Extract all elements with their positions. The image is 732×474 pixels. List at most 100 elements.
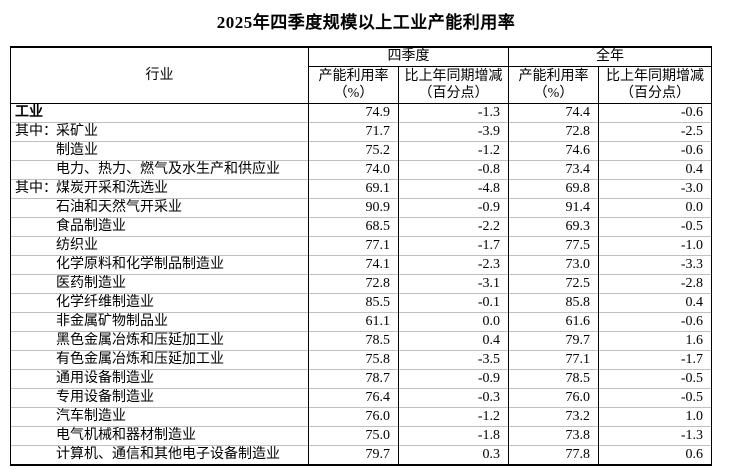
q4-change-cell: -2.2 [398,217,509,237]
year-rate-cell: 69.8 [508,179,599,199]
q4-change-cell: -0.1 [398,293,509,313]
year-rate-cell: 91.4 [508,198,599,218]
q4-change-cell: 0.4 [398,331,509,351]
year-rate-cell: 76.0 [508,388,599,408]
industry-cell: 其中：煤炭开采和洗选业 [10,179,309,199]
q4-change-cell: -0.8 [398,160,509,180]
year-rate-cell: 72.8 [508,122,599,142]
year-rate-cell: 74.6 [508,141,599,161]
industry-cell: 电气机械和器材制造业 [10,426,309,446]
year-rate-cell: 73.4 [508,160,599,180]
header-year-rate-line1: 产能利用率 [518,69,589,84]
year-change-cell: -0.6 [598,141,712,161]
q4-change-cell: -0.3 [398,388,509,408]
year-rate-cell: 72.5 [508,274,599,294]
industry-cell: 纺织业 [10,236,309,256]
year-rate-cell: 69.3 [508,217,599,237]
table-row: 制造业 75.2 -1.2 74.6 -0.6 [10,141,712,161]
industry-name: 食品制造业 [56,219,126,234]
table-row: 化学纤维制造业 85.5 -0.1 85.8 0.4 [10,293,712,313]
year-change-cell: 1.6 [598,331,712,351]
industry-cell: 其中：采矿业 [10,122,309,142]
industry-cell: 工业 [10,103,309,123]
q4-change-cell: -3.1 [398,274,509,294]
year-rate-cell: 85.8 [508,293,599,313]
header-year-change-line1: 比上年同期增减 [606,69,704,84]
table-row: 黑色金属冶炼和压延加工业 78.5 0.4 79.7 1.6 [10,331,712,351]
q4-change-cell: -0.9 [398,198,509,218]
page-title: 2025年四季度规模以上工业产能利用率 [216,13,516,32]
industry-cell: 计算机、通信和其他电子设备制造业 [10,445,309,465]
q4-rate-cell: 78.7 [308,369,399,389]
q4-change-cell: -2.3 [398,255,509,275]
q4-rate-cell: 85.5 [308,293,399,313]
year-rate-cell: 77.1 [508,350,599,370]
table-row: 石油和天然气开采业 90.9 -0.9 91.4 0.0 [10,198,712,218]
industry-name: 通用设备制造业 [56,371,154,386]
year-rate-cell: 73.8 [508,426,599,446]
q4-change-cell: -4.8 [398,179,509,199]
table-row: 纺织业 77.1 -1.7 77.5 -1.0 [10,236,712,256]
year-rate-cell: 77.5 [508,236,599,256]
q4-rate-cell: 75.8 [308,350,399,370]
year-rate-cell: 74.4 [508,103,599,123]
industry-name: 煤炭开采和洗选业 [56,181,168,196]
industry-name: 电力、热力、燃气及水生产和供应业 [56,162,280,177]
year-change-cell: 0.4 [598,160,712,180]
industry-cell: 石油和天然气开采业 [10,198,309,218]
industry-cell: 医药制造业 [10,274,309,294]
industry-cell: 黑色金属冶炼和压延加工业 [10,331,309,351]
header-q4-rate-line2: （%） [333,86,374,101]
q4-change-cell: -3.9 [398,122,509,142]
header-q4-rate-line1: 产能利用率 [318,69,389,84]
q4-rate-cell: 74.1 [308,255,399,275]
year-change-cell: -0.5 [598,217,712,237]
year-rate-cell: 61.6 [508,312,599,332]
header-year-rate: 产能利用率 （%） [508,66,599,104]
year-change-cell: 0.4 [598,293,712,313]
q4-change-cell: 0.3 [398,445,509,465]
q4-change-cell: 0.0 [398,312,509,332]
table-row: 计算机、通信和其他电子设备制造业 79.7 0.3 77.8 0.6 [10,445,712,465]
year-change-cell: -1.0 [598,236,712,256]
year-rate-cell: 79.7 [508,331,599,351]
q4-rate-cell: 78.5 [308,331,399,351]
industry-cell: 有色金属冶炼和压延加工业 [10,350,309,370]
header-year-group: 全年 [508,46,712,67]
year-change-cell: -0.5 [598,369,712,389]
table-row: 医药制造业 72.8 -3.1 72.5 -2.8 [10,274,712,294]
year-change-cell: -0.6 [598,103,712,123]
table-body: 工业 74.9 -1.3 74.4 -0.6 其中：采矿业 71.7 -3.9 … [10,103,712,465]
q4-rate-cell: 74.0 [308,160,399,180]
q4-rate-cell: 76.0 [308,407,399,427]
table-row: 其中：采矿业 71.7 -3.9 72.8 -2.5 [10,122,712,142]
header-year-change-line2: （百分点） [620,86,690,101]
industry-name: 制造业 [56,143,98,158]
header-q4-rate: 产能利用率 （%） [308,66,399,104]
industry-name: 石油和天然气开采业 [56,200,182,215]
header-q4-change: 比上年同期增减 （百分点） [398,66,509,104]
table-row: 有色金属冶炼和压延加工业 75.8 -3.5 77.1 -1.7 [10,350,712,370]
year-rate-cell: 73.2 [508,407,599,427]
header-q4-change-line2: （百分点） [418,86,489,101]
q4-rate-cell: 76.4 [308,388,399,408]
table-row: 食品制造业 68.5 -2.2 69.3 -0.5 [10,217,712,237]
year-rate-cell: 73.0 [508,255,599,275]
capacity-utilization-table: 行业 四季度 全年 产能利用率 （%） 比上年同期增减 （百分点） 产能利用率 … [10,46,712,466]
q4-change-cell: -3.5 [398,350,509,370]
year-change-cell: -0.5 [598,388,712,408]
q4-rate-cell: 79.7 [308,445,399,465]
industry-cell: 通用设备制造业 [10,369,309,389]
q4-rate-cell: 77.1 [308,236,399,256]
q4-rate-cell: 75.2 [308,141,399,161]
q4-change-cell: -1.2 [398,407,509,427]
year-change-cell: -3.3 [598,255,712,275]
year-change-cell: -1.3 [598,426,712,446]
table-row: 工业 74.9 -1.3 74.4 -0.6 [10,103,712,123]
table-row: 电力、热力、燃气及水生产和供应业 74.0 -0.8 73.4 0.4 [10,160,712,180]
industry-cell: 制造业 [10,141,309,161]
industry-cell: 电力、热力、燃气及水生产和供应业 [10,160,309,180]
q4-rate-cell: 71.7 [308,122,399,142]
year-change-cell: -1.7 [598,350,712,370]
q4-rate-cell: 72.8 [308,274,399,294]
